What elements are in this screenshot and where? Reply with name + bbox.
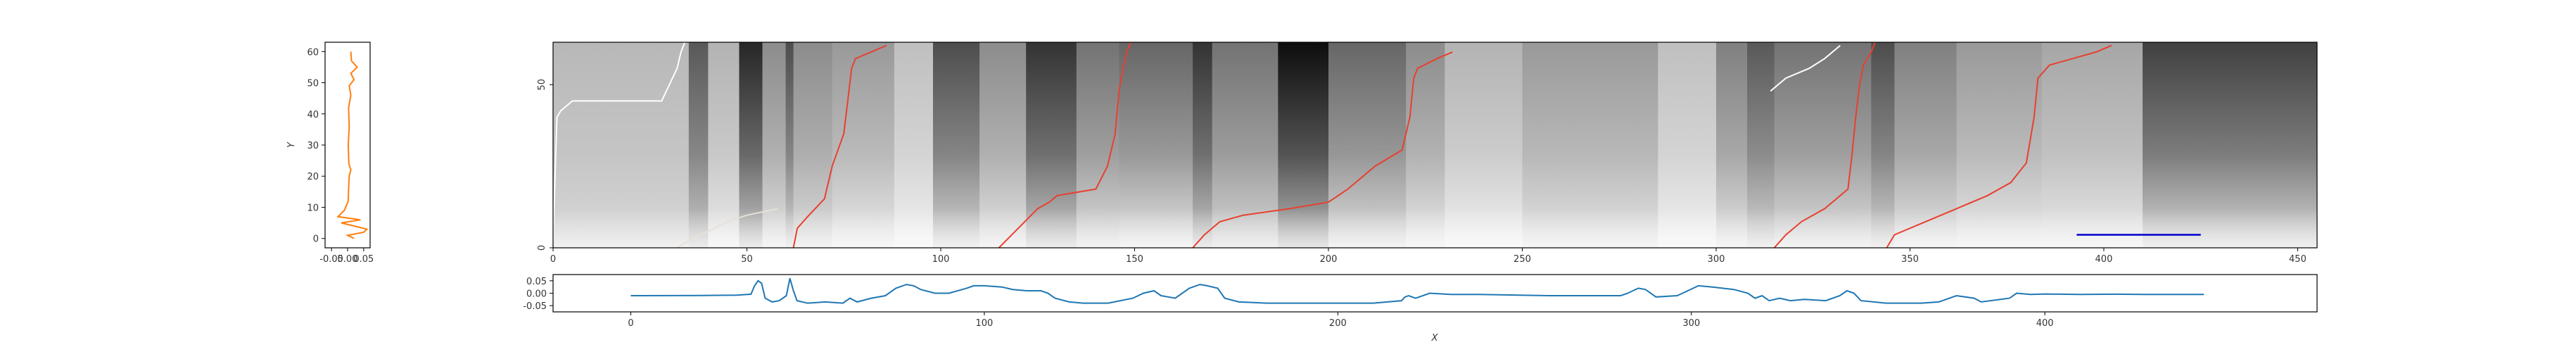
heatmap-path <box>676 208 778 248</box>
bottom-x-tick-label: 400 <box>2036 318 2054 329</box>
left-series-line <box>336 51 369 239</box>
heatmap-x-tick-label: 150 <box>1126 254 1143 265</box>
heatmap-x-tick-label: 300 <box>1708 254 1725 265</box>
bottom-x-tick-label: 0 <box>628 318 633 329</box>
heatmap-plot: 0 50 100 150 200 250 300 350 400 450 0 50 <box>537 42 2318 265</box>
heatmap-path <box>998 42 1131 248</box>
heatmap-x-tick-label: 0 <box>550 254 556 265</box>
heatmap-cells <box>553 42 2317 248</box>
heatmap-x-tick-label: 200 <box>1320 254 1338 265</box>
heatmap-column <box>785 42 794 248</box>
bottom-y-ticks: 0.05 0.00-0.05 <box>523 277 553 312</box>
left-y-ticks: 0 10 20 30 40 50 60 <box>307 47 325 245</box>
heatmap-path <box>1192 51 1453 248</box>
heatmap-y-tick-label: 0 <box>537 245 547 251</box>
left-y-tick-label: 10 <box>307 203 319 213</box>
heatmap-y-tick-label: 50 <box>537 79 547 91</box>
bottom-x-axis-label: X <box>1431 333 1439 344</box>
heatmap-x-tick-label: 50 <box>741 254 753 265</box>
heatmap-path <box>1770 44 1841 92</box>
heatmap-path <box>792 44 887 248</box>
heatmap-path <box>1773 42 1876 248</box>
heatmap-x-ticks: 0 50 100 150 200 250 300 350 400 450 <box>550 248 2307 265</box>
heatmap-x-tick-label: 250 <box>1514 254 1531 265</box>
left-y-tick-label: 60 <box>307 47 319 58</box>
left-series <box>336 51 369 239</box>
heatmap-paths <box>553 42 2112 248</box>
bottom-x-ticks: 0 100 200 300 400 <box>628 312 2054 329</box>
heatmap-path <box>1886 44 2112 248</box>
left-y-tick-label: 20 <box>307 172 319 182</box>
left-y-tick-label: 30 <box>307 141 319 151</box>
heatmap-y-ticks: 0 50 <box>537 79 553 251</box>
left-y-tick-label: 50 <box>307 79 319 89</box>
heatmap-x-tick-label: 400 <box>2095 254 2113 265</box>
heatmap-path <box>553 42 686 241</box>
left-x-ticks: -0.050.000.05 <box>319 248 374 265</box>
left-y-tick-label: 0 <box>313 234 319 245</box>
heatmap-x-tick-label: 350 <box>1901 254 1919 265</box>
bottom-y-tick-label: -0.05 <box>523 301 547 312</box>
bottom-series <box>630 278 2204 304</box>
bottom-y-tick-label: 0.05 <box>526 277 547 287</box>
bottom-series-line <box>630 278 2204 304</box>
left-y-axis-label: Y <box>286 142 297 148</box>
heatmap-frame <box>552 42 2318 249</box>
heatmap-bottom-band <box>553 208 2317 248</box>
bottom-x-tick-label: 300 <box>1682 318 1700 329</box>
heatmap-x-tick-label: 100 <box>932 254 950 265</box>
bottom-y-tick-label: 0.00 <box>526 289 547 300</box>
left-y-tick-label: 40 <box>307 110 319 120</box>
heatmap-x-tick-label: 450 <box>2289 254 2307 265</box>
left-x-tick-label: -0.05 <box>319 254 343 265</box>
left-x-tick-label: 0.05 <box>353 254 374 265</box>
bottom-x-tick-label: 200 <box>1329 318 1347 329</box>
left-line-plot: -0.050.000.05 0 10 20 30 40 50 60 Y <box>286 42 374 265</box>
bottom-line-plot: 0 100 200 300 400 0.05 0.00-0.05 X <box>523 274 2318 344</box>
bottom-x-tick-label: 100 <box>976 318 994 329</box>
left-x-tick-label: 0.00 <box>338 254 358 265</box>
